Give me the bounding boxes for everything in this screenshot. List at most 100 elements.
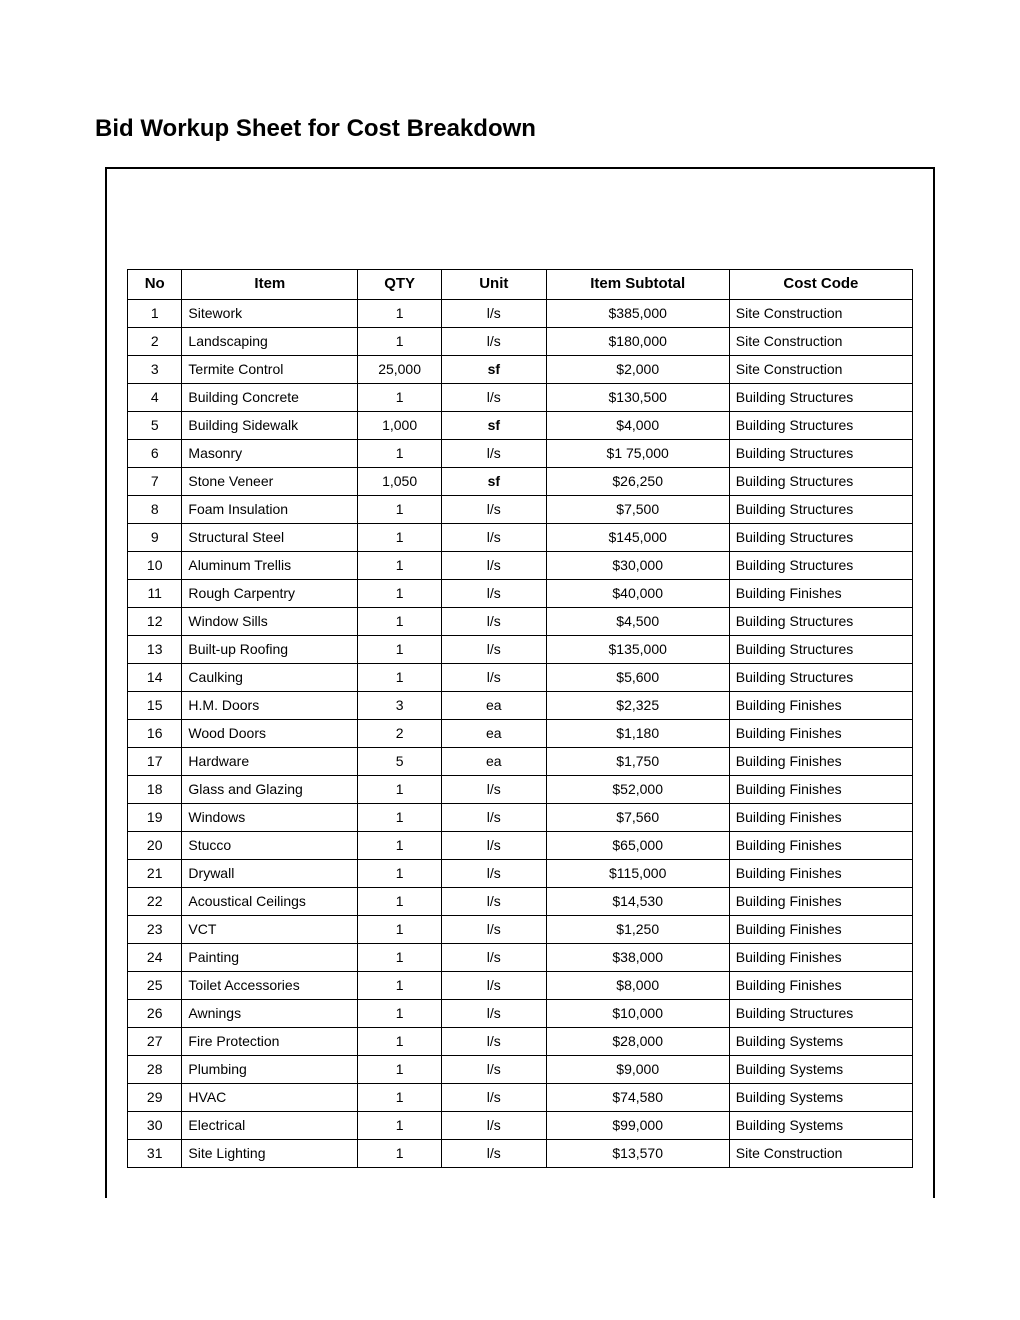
cell-unit: l/s [441,859,546,887]
cell-item: Aluminum Trellis [182,551,358,579]
cell-qty: 1 [358,971,442,999]
cell-qty: 1 [358,803,442,831]
cell-item: H.M. Doors [182,691,358,719]
cell-subtotal: $1,250 [546,915,729,943]
cell-code: Building Structures [729,635,912,663]
cell-code: Building Finishes [729,859,912,887]
cell-item: Hardware [182,747,358,775]
cell-qty: 1,000 [358,411,442,439]
cell-no: 13 [128,635,182,663]
cell-no: 26 [128,999,182,1027]
table-row: 22Acoustical Ceilings1l/s$14,530Building… [128,887,913,915]
cell-unit: l/s [441,803,546,831]
cell-subtotal: $10,000 [546,999,729,1027]
cell-no: 29 [128,1083,182,1111]
cell-no: 14 [128,663,182,691]
cell-subtotal: $7,560 [546,803,729,831]
cell-item: Window Sills [182,607,358,635]
table-container: No Item QTY Unit Item Subtotal Cost Code… [105,167,935,1198]
cell-no: 20 [128,831,182,859]
cell-item: Fire Protection [182,1027,358,1055]
cell-subtotal: $26,250 [546,467,729,495]
table-row: 27Fire Protection1l/s$28,000Building Sys… [128,1027,913,1055]
cell-qty: 1 [358,551,442,579]
cell-qty: 1 [358,383,442,411]
cell-item: Painting [182,943,358,971]
cell-unit: l/s [441,607,546,635]
cell-qty: 1,050 [358,467,442,495]
cell-unit: l/s [441,299,546,327]
cell-subtotal: $135,000 [546,635,729,663]
table-row: 1Sitework1l/s$385,000Site Construction [128,299,913,327]
cell-no: 31 [128,1139,182,1167]
table-row: 24Painting1l/s$38,000Building Finishes [128,943,913,971]
cell-qty: 2 [358,719,442,747]
cell-item: Wood Doors [182,719,358,747]
cell-no: 7 [128,467,182,495]
cell-code: Building Structures [729,467,912,495]
cell-code: Building Finishes [729,971,912,999]
header-unit: Unit [441,270,546,300]
cell-no: 6 [128,439,182,467]
cell-qty: 1 [358,607,442,635]
table-row: 16Wood Doors2ea$1,180Building Finishes [128,719,913,747]
cell-qty: 1 [358,663,442,691]
cell-unit: l/s [441,999,546,1027]
cell-qty: 1 [358,859,442,887]
cell-qty: 1 [358,943,442,971]
cell-code: Building Systems [729,1111,912,1139]
header-item: Item [182,270,358,300]
header-qty: QTY [358,270,442,300]
cell-no: 9 [128,523,182,551]
cell-item: Termite Control [182,355,358,383]
cell-code: Building Finishes [729,887,912,915]
cell-qty: 1 [358,299,442,327]
table-row: 12Window Sills1l/s$4,500Building Structu… [128,607,913,635]
cell-code: Building Systems [729,1083,912,1111]
cell-subtotal: $74,580 [546,1083,729,1111]
cell-code: Building Structures [729,607,912,635]
cell-unit: l/s [441,1027,546,1055]
cell-code: Building Finishes [729,943,912,971]
cell-qty: 1 [358,775,442,803]
cell-no: 27 [128,1027,182,1055]
cell-qty: 1 [358,1139,442,1167]
cell-qty: 1 [358,999,442,1027]
cell-no: 18 [128,775,182,803]
cell-unit: l/s [441,887,546,915]
cell-code: Building Finishes [729,691,912,719]
cell-subtotal: $2,000 [546,355,729,383]
table-row: 3Termite Control25,000sf$2,000Site Const… [128,355,913,383]
cell-no: 25 [128,971,182,999]
table-row: 2Landscaping1l/s$180,000Site Constructio… [128,327,913,355]
header-subtotal: Item Subtotal [546,270,729,300]
table-row: 6Masonry1l/s$1 75,000Building Structures [128,439,913,467]
cell-unit: ea [441,691,546,719]
cell-subtotal: $180,000 [546,327,729,355]
cell-subtotal: $38,000 [546,943,729,971]
cell-unit: l/s [441,439,546,467]
cell-code: Building Finishes [729,719,912,747]
cell-subtotal: $28,000 [546,1027,729,1055]
cell-unit: l/s [441,663,546,691]
cell-unit: l/s [441,1139,546,1167]
cell-subtotal: $5,600 [546,663,729,691]
cell-subtotal: $65,000 [546,831,729,859]
cell-unit: l/s [441,1111,546,1139]
cell-qty: 25,000 [358,355,442,383]
cell-item: VCT [182,915,358,943]
table-row: 29HVAC1l/s$74,580Building Systems [128,1083,913,1111]
cell-unit: l/s [441,1055,546,1083]
cell-subtotal: $1,180 [546,719,729,747]
cell-no: 17 [128,747,182,775]
cell-no: 15 [128,691,182,719]
cell-no: 5 [128,411,182,439]
table-row: 17Hardware5ea$1,750Building Finishes [128,747,913,775]
cell-code: Site Construction [729,355,912,383]
cell-code: Building Finishes [729,747,912,775]
cell-subtotal: $1,750 [546,747,729,775]
cell-subtotal: $40,000 [546,579,729,607]
cell-item: Stone Veneer [182,467,358,495]
cell-qty: 1 [358,831,442,859]
table-row: 7Stone Veneer1,050sf$26,250Building Stru… [128,467,913,495]
